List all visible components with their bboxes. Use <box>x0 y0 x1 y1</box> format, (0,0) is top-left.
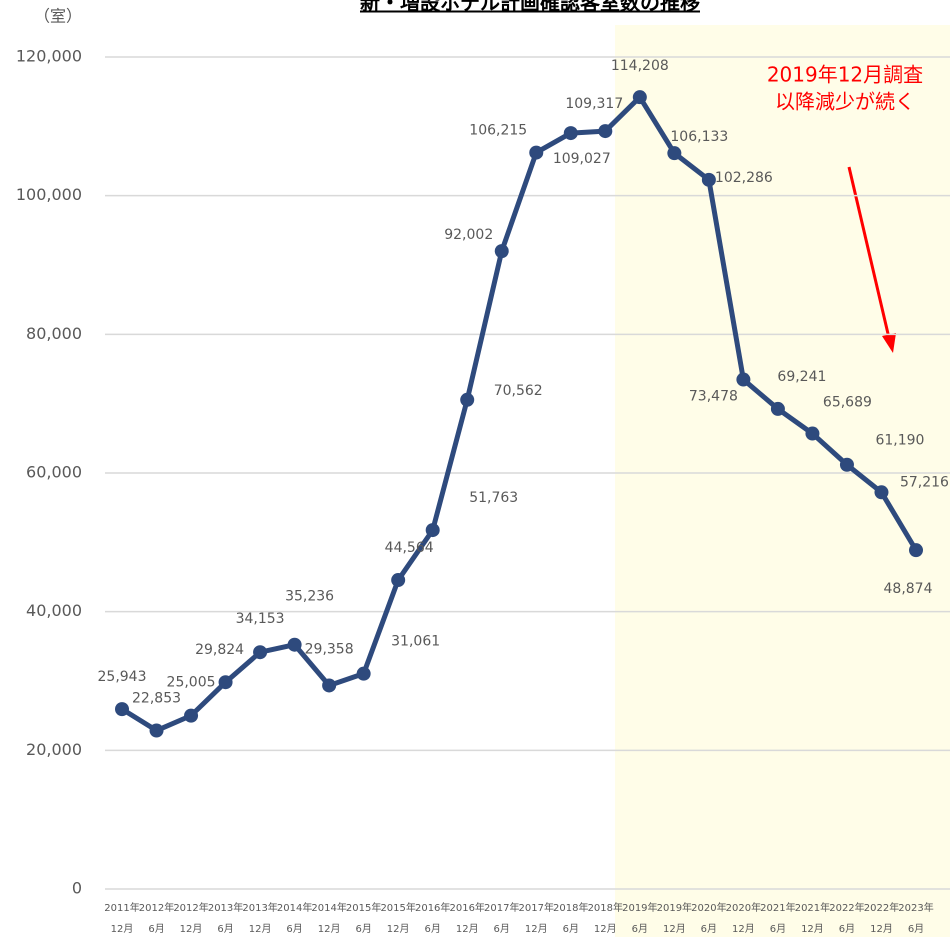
x-tick-label: 2014年 12月 <box>311 901 346 935</box>
data-label: 44,564 <box>385 540 434 556</box>
data-label: 29,824 <box>195 642 244 658</box>
point <box>839 457 854 472</box>
point <box>149 723 164 738</box>
x-tick-label: 2011年 12月 <box>104 901 139 935</box>
point <box>287 637 302 652</box>
data-label: 65,689 <box>823 395 872 411</box>
x-tick-label: 2022年 6月 <box>829 901 864 935</box>
point <box>563 126 578 141</box>
x-tick-label: 2022年 12月 <box>864 901 899 935</box>
y-tick-label: 120,000 <box>16 47 82 66</box>
data-label: 25,005 <box>167 675 216 691</box>
data-label: 73,478 <box>689 389 738 405</box>
annotation: 以降減少が続く <box>775 90 915 114</box>
y-tick-label: 80,000 <box>26 324 82 343</box>
point <box>770 401 785 416</box>
x-tick-label: 2013年 6月 <box>208 901 243 935</box>
data-label: 31,061 <box>391 634 440 650</box>
x-tick-label: 2021年 6月 <box>760 901 795 935</box>
data-label: 61,190 <box>875 433 924 449</box>
x-tick-label: 2019年 6月 <box>622 901 657 935</box>
point <box>667 146 682 161</box>
x-tick-label: 2012年 12月 <box>173 901 208 935</box>
x-tick-label: 2013年 12月 <box>242 901 277 935</box>
data-label: 102,286 <box>715 170 773 186</box>
x-tick-label: 2023年 6月 <box>898 901 933 935</box>
data-label: 25,943 <box>98 669 147 685</box>
data-label: 109,027 <box>553 151 611 167</box>
data-label: 114,208 <box>611 58 669 74</box>
x-tick-label: 2017年 12月 <box>519 901 554 935</box>
point <box>909 543 923 558</box>
data-label: 29,358 <box>305 641 354 657</box>
x-tick-label: 2019年 12月 <box>657 901 692 935</box>
data-label: 35,236 <box>285 589 334 605</box>
y-tick-label: 0 <box>72 879 82 898</box>
point <box>736 372 751 387</box>
y-tick-label: 40,000 <box>26 601 82 620</box>
data-label: 70,562 <box>494 383 543 399</box>
data-label: 109,317 <box>565 96 623 112</box>
point <box>322 678 337 693</box>
y-tick-label: 60,000 <box>26 463 82 482</box>
x-tick-label: 2015年 6月 <box>346 901 381 935</box>
point <box>425 523 440 538</box>
annotation-arrowhead <box>882 333 896 353</box>
point <box>805 426 820 441</box>
x-tick-label: 2020年 12月 <box>726 901 761 935</box>
y-tick-label: 100,000 <box>16 185 82 204</box>
point <box>598 124 613 139</box>
point <box>529 145 544 160</box>
point <box>874 485 889 500</box>
y-tick-label: 20,000 <box>26 740 82 759</box>
x-tick-label: 2014年 6月 <box>277 901 312 935</box>
y-axis-label: （室） <box>34 7 82 26</box>
data-label: 22,853 <box>132 691 181 707</box>
x-tick-label: 2018年 12月 <box>588 901 623 935</box>
data-label: 51,763 <box>469 490 518 506</box>
data-label: 34,153 <box>236 611 285 627</box>
point <box>115 702 129 717</box>
data-label: 106,133 <box>670 129 728 145</box>
x-tick-label: 2017年 6月 <box>484 901 519 935</box>
x-tick-label: 2020年 6月 <box>691 901 726 935</box>
line <box>120 94 919 734</box>
point <box>494 244 509 259</box>
x-tick-label: 2021年 12月 <box>795 901 830 935</box>
point <box>356 666 371 681</box>
point <box>184 708 199 723</box>
chart-title: 新・増設ホテル計画確認客室数の推移 <box>360 0 700 15</box>
data-label: 69,241 <box>777 369 826 385</box>
x-tick-label: 2012年 6月 <box>139 901 174 935</box>
x-tick-label: 2015年 12月 <box>380 901 415 935</box>
data-label: 57,216 <box>900 474 949 490</box>
data-label: 92,002 <box>444 227 493 243</box>
x-tick-label: 2016年 6月 <box>415 901 450 935</box>
point <box>253 645 268 660</box>
annotation: 2019年12月調査 <box>767 63 923 87</box>
point <box>218 675 233 690</box>
data-label: 48,874 <box>884 581 933 597</box>
point <box>701 172 716 187</box>
x-tick-label: 2018年 6月 <box>553 901 588 935</box>
point <box>460 392 475 407</box>
point <box>632 90 647 105</box>
highlight-region <box>615 25 950 937</box>
data-label: 106,215 <box>469 123 527 139</box>
point <box>391 573 406 588</box>
x-tick-label: 2016年 12月 <box>449 901 484 935</box>
